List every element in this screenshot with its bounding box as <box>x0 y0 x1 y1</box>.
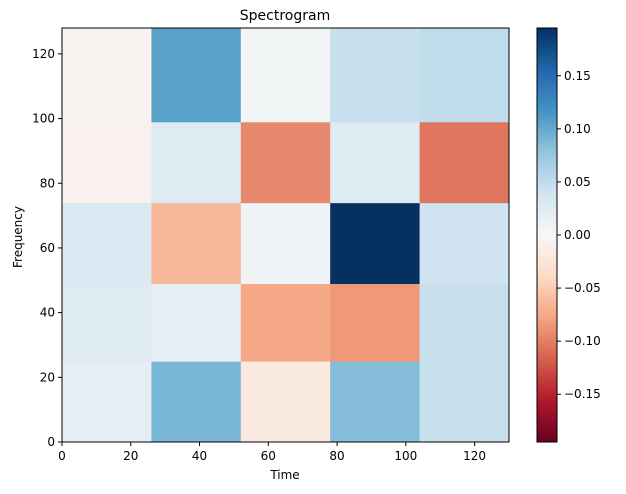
heatmap-cell <box>151 283 242 362</box>
colorbar-tick-label: −0.15 <box>564 387 601 401</box>
x-tick-label: 60 <box>261 449 276 463</box>
colorbar: 0.15 0.10 0.05 0.00 −0.05 −0.10 −0.15 <box>536 27 601 443</box>
x-tick-label: 120 <box>463 449 486 463</box>
heatmap-cell <box>330 283 421 362</box>
heatmap-plot-area <box>62 28 510 443</box>
colorbar-tick-label: 0.00 <box>564 228 591 242</box>
heatmap-cell <box>240 361 331 443</box>
heatmap-cell <box>419 28 510 123</box>
plot-frame <box>61 27 510 443</box>
y-tick-label: 20 <box>40 370 55 384</box>
y-tick-label: 40 <box>40 306 55 320</box>
x-tick-label: 0 <box>58 449 66 463</box>
colorbar-tick-label: −0.10 <box>564 334 601 348</box>
heatmap-cell <box>62 28 152 123</box>
y-tick-label: 60 <box>40 241 55 255</box>
heatmap-cell <box>330 202 421 285</box>
heatmap-cell <box>419 283 510 362</box>
heatmap-cell <box>62 121 152 204</box>
heatmap-cell <box>62 202 152 285</box>
heatmap-cell <box>419 202 510 285</box>
x-tick-label: 20 <box>123 449 138 463</box>
x-tick-label: 80 <box>329 449 344 463</box>
x-axis-label: Time <box>269 468 299 482</box>
heatmap-cell <box>419 361 510 443</box>
y-tick-label: 0 <box>47 435 55 449</box>
y-tick-label: 100 <box>32 112 55 126</box>
colorbar-tick-label: 0.10 <box>564 122 591 136</box>
heatmap-cell <box>330 28 421 123</box>
heatmap-cell <box>330 361 421 443</box>
axes: 0 20 40 60 80 100 120 0 20 40 60 80 100 120 <box>32 27 510 463</box>
heatmap-cell <box>151 28 242 123</box>
x-tick-label: 40 <box>192 449 207 463</box>
heatmap-cell <box>240 121 331 204</box>
heatmap-cell <box>62 361 152 443</box>
heatmap-cell <box>330 121 421 204</box>
heatmap-cell <box>62 283 152 362</box>
colorbar-tick-label: −0.05 <box>564 281 601 295</box>
colorbar-tick-label: 0.15 <box>564 69 591 83</box>
x-tick-label: 100 <box>394 449 417 463</box>
y-tick-label: 120 <box>32 47 55 61</box>
heatmap-cell <box>240 283 331 362</box>
y-tick-label: 80 <box>40 176 55 190</box>
heatmap-cell <box>151 202 242 285</box>
colorbar-gradient <box>536 27 558 443</box>
colorbar-tick-label: 0.05 <box>564 175 591 189</box>
heatmap-cell <box>419 121 510 204</box>
chart-title: Spectrogram <box>240 8 330 24</box>
heatmap-cell <box>151 361 242 443</box>
y-axis-label: Frequency <box>11 206 25 268</box>
heatmap-cell <box>151 121 242 204</box>
heatmap-cell <box>240 28 331 123</box>
heatmap-cell <box>240 202 331 285</box>
